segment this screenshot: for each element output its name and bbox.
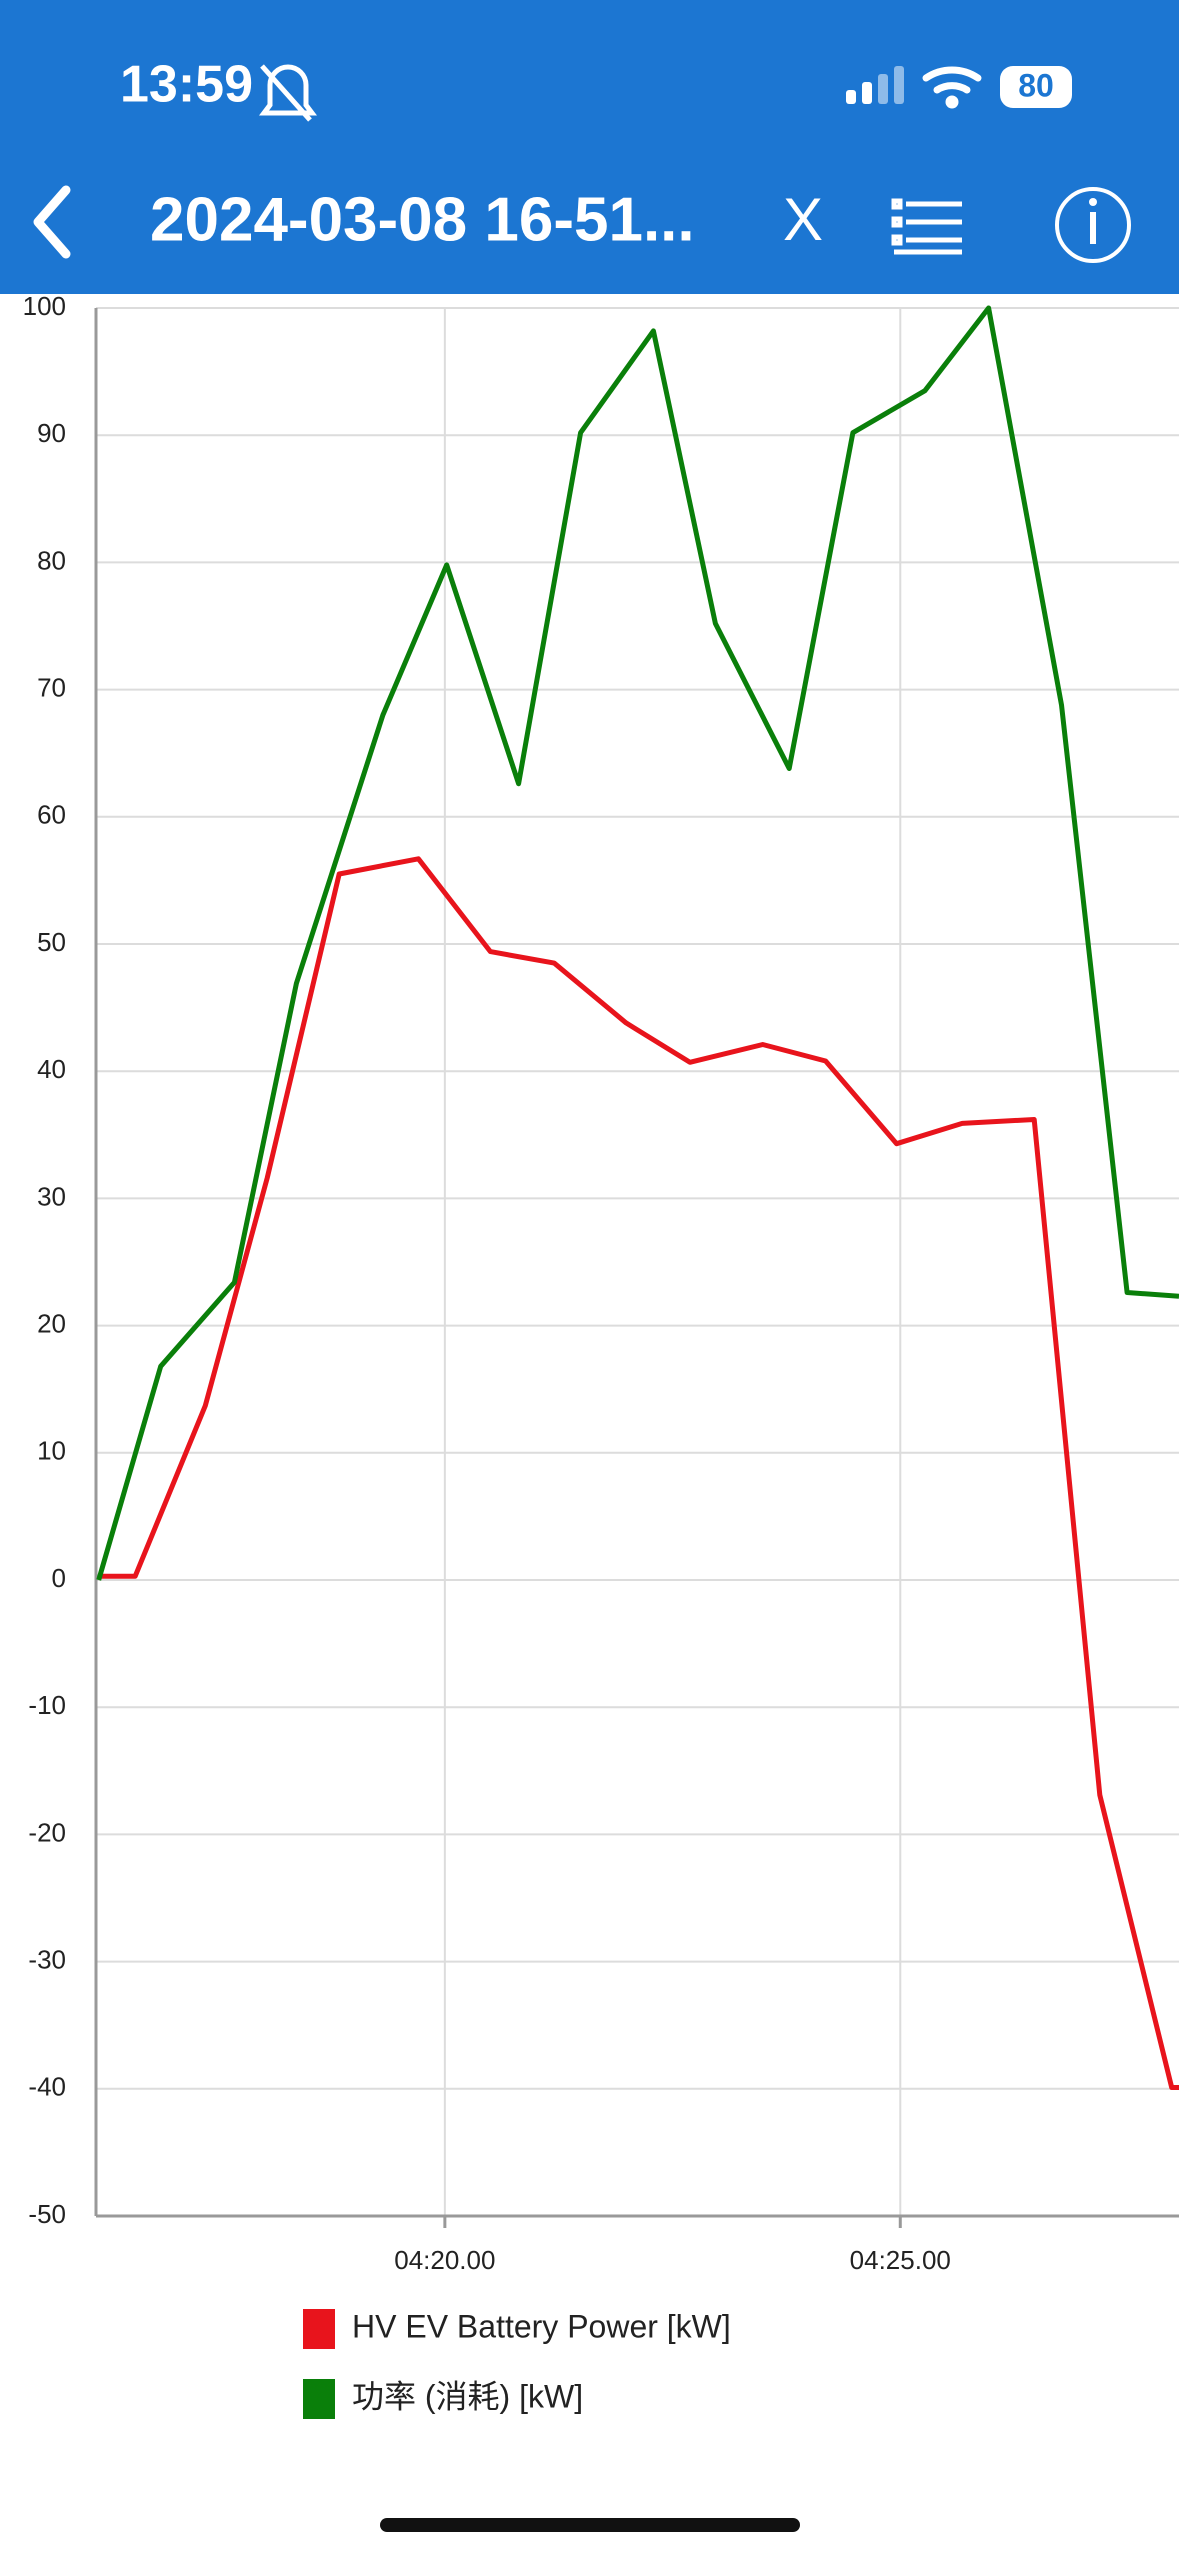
status-time: 13:59 <box>120 56 253 114</box>
x-tick-label: 04:25.00 <box>850 2245 951 2275</box>
y-tick-label: -20 <box>28 1817 66 1847</box>
y-tick-label: -50 <box>28 2199 66 2229</box>
header-title: 2024-03-08 16-51... <box>150 185 695 254</box>
series-line <box>98 856 1179 2090</box>
info-button[interactable] <box>1055 187 1131 263</box>
plot: -50 -40 -30 -20 -10 0 10 20 30 40 50 60 70 80 90 100 04:… <box>23 291 1179 2419</box>
y-tick-label: 30 <box>37 1181 66 1211</box>
y-tick-label: 60 <box>37 800 66 830</box>
home-indicator <box>380 2518 800 2532</box>
legend-swatch <box>303 2309 335 2349</box>
y-tick-label: -10 <box>28 1690 66 1720</box>
y-tick-label: -30 <box>28 1944 66 1974</box>
legend-label: 功率 (消耗) [kW] <box>352 2378 583 2414</box>
battery-level: 80 <box>1018 67 1054 103</box>
y-tick-label: 40 <box>37 1054 66 1084</box>
list-button[interactable] <box>891 198 962 255</box>
back-button[interactable] <box>33 185 71 259</box>
y-tick-label: 80 <box>37 545 66 575</box>
y-tick-label: 20 <box>37 1308 66 1338</box>
legend-label: HV EV Battery Power [kW] <box>352 2308 731 2344</box>
wifi-icon <box>922 66 982 109</box>
legend-swatch <box>303 2379 335 2419</box>
y-tick-label: 10 <box>37 1436 66 1466</box>
signal-icon <box>846 66 904 104</box>
y-tick-label: 0 <box>52 1563 66 1593</box>
close-button[interactable]: X <box>783 186 823 253</box>
series-line <box>96 305 1179 1581</box>
y-tick-label: 90 <box>37 418 66 448</box>
y-tick-label: 100 <box>23 291 66 321</box>
y-tick-label: -40 <box>28 2072 66 2102</box>
battery-icon <box>1000 66 1072 108</box>
mute-icon <box>259 64 317 122</box>
x-tick-label: 04:20.00 <box>394 2245 495 2275</box>
header-bar <box>0 0 1179 294</box>
y-tick-label: 50 <box>37 927 66 957</box>
y-tick-label: 70 <box>37 672 66 702</box>
